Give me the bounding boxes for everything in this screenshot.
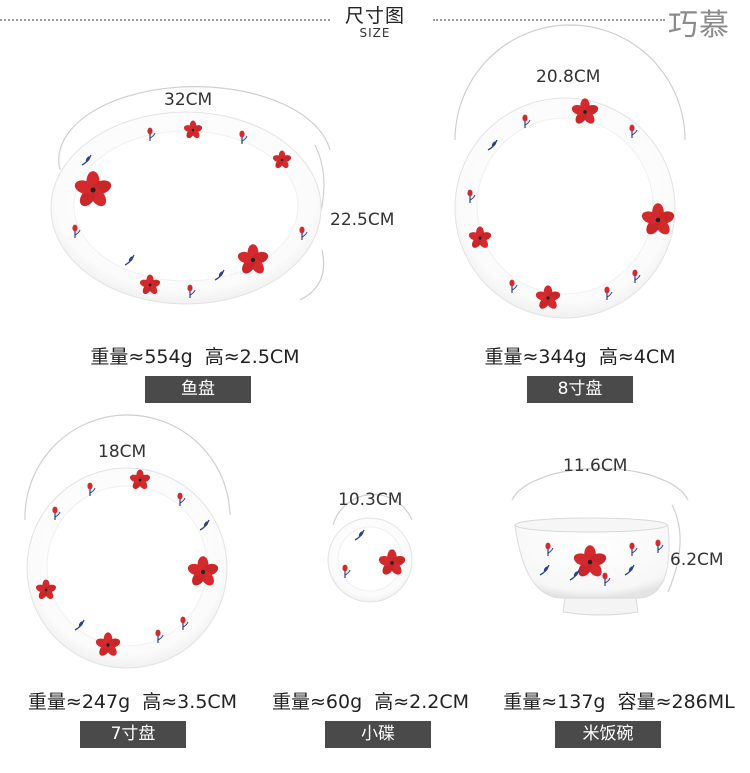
rice-bowl-image (511, 467, 689, 616)
bowl-diameter: 11.6CM (563, 456, 628, 476)
fish-plate-width: 22.5CM (330, 210, 395, 230)
fish-plate-name-label: 鱼盘 (145, 376, 251, 403)
saucer-specs: 重量≈60g 高≈2.2CM (258, 687, 483, 714)
plate-7-inch-weight: 重量≈247g (27, 691, 131, 713)
small-saucer-image (327, 494, 413, 603)
plate-7-inch-name-label: 7寸盘 (80, 721, 186, 748)
plate-8-inch-specs: 重量≈344g 高≈4CM (460, 342, 700, 369)
plate-7-inch-image (24, 414, 231, 669)
plate-8-inch-height: 高≈4CM (598, 346, 676, 368)
plate-8-inch-diameter: 20.8CM (536, 67, 601, 87)
page-subtitle: SIZE (359, 26, 391, 40)
fish-plate-length: 32CM (164, 90, 213, 110)
plate-8-inch-name-label: 8寸盘 (527, 376, 633, 403)
plate-8-inch-weight: 重量≈344g (484, 346, 587, 368)
plate-7-inch-specs: 重量≈247g 高≈3.5CM (10, 687, 255, 714)
page-title: 尺寸图 (344, 5, 405, 27)
bowl-name-label: 米饭碗 (555, 721, 661, 748)
bowl-specs: 重量≈137g 容量≈286ML (490, 687, 748, 714)
fish-plate-height: 高≈2.5CM (204, 346, 300, 368)
saucer-diameter: 10.3CM (338, 490, 403, 510)
plate-7-inch-diameter: 18CM (98, 442, 147, 462)
fish-plate-weight: 重量≈554g (90, 346, 193, 368)
header-divider-left (0, 19, 330, 21)
plate-8-inch-image (454, 24, 686, 319)
saucer-weight: 重量≈60g (271, 691, 363, 713)
bowl-capacity: 容量≈286ML (617, 691, 735, 713)
bowl-weight: 重量≈137g (503, 691, 606, 713)
fish-plate-specs: 重量≈554g 高≈2.5CM (70, 342, 320, 369)
saucer-name-label: 小碟 (325, 721, 431, 748)
plate-7-inch-height: 高≈3.5CM (142, 691, 238, 713)
header-divider-right (433, 19, 665, 21)
fish-plate-image (50, 86, 331, 305)
bowl-height: 6.2CM (670, 550, 724, 570)
brand-logo-text: 巧慕 (668, 8, 730, 43)
saucer-height: 高≈2.2CM (374, 691, 470, 713)
